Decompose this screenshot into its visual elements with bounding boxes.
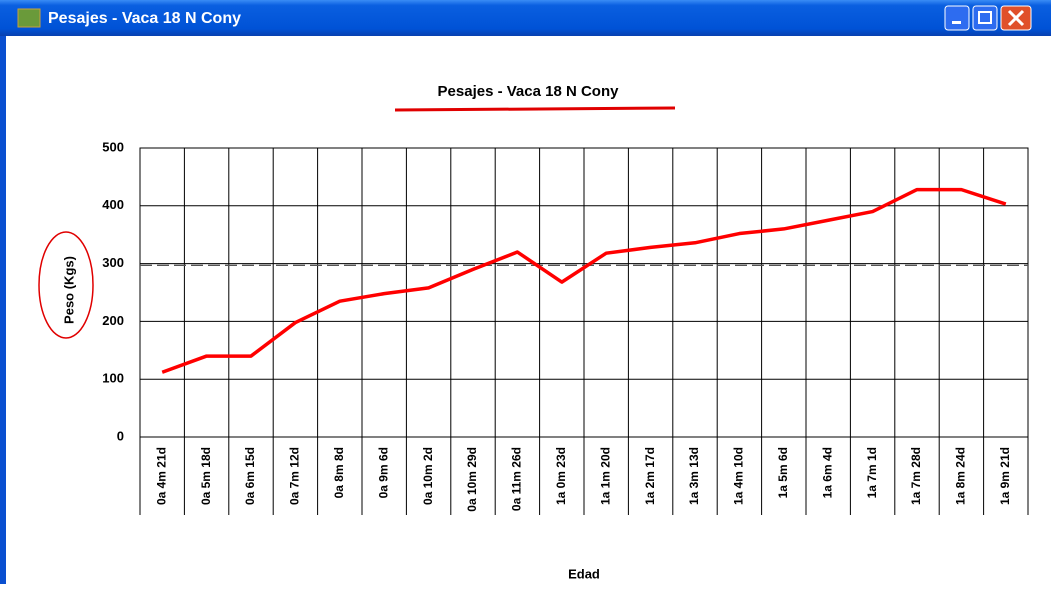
y-tick-label: 200 — [102, 313, 124, 328]
x-tick-label: 1a 9m 21d — [998, 447, 1012, 505]
title-bar — [0, 0, 1051, 36]
x-tick-label: 1a 0m 23d — [554, 447, 568, 505]
title-underline — [394, 106, 676, 112]
maximize-button[interactable] — [972, 5, 998, 31]
x-tick-label: 0a 5m 18d — [199, 447, 213, 505]
x-tick-label: 1a 7m 1d — [865, 447, 879, 498]
y-tick-label: 500 — [102, 139, 124, 154]
x-tick-label: 1a 1m 20d — [598, 447, 612, 505]
x-tick-label: 1a 6m 4d — [820, 447, 834, 498]
chart-title: Pesajes - Vaca 18 N Cony — [438, 83, 620, 100]
y-tick-label: 300 — [102, 255, 124, 270]
y-tick-label: 100 — [102, 371, 124, 386]
minimize-icon — [952, 21, 961, 24]
x-tick-label: 1a 4m 10d — [732, 447, 746, 505]
close-icon — [1007, 9, 1025, 27]
x-tick-label: 1a 5m 6d — [776, 447, 790, 498]
x-axis-label: Edad — [568, 566, 600, 581]
y-axis-label: Peso (Kgs) — [61, 256, 76, 324]
window-title: Pesajes - Vaca 18 N Cony — [48, 10, 241, 27]
x-tick-label: 1a 8m 24d — [954, 447, 968, 505]
y-tick-label: 400 — [102, 197, 124, 212]
x-tick-label: 0a 10m 2d — [421, 447, 435, 505]
x-tick-label: 1a 2m 17d — [643, 447, 657, 505]
x-tick-label: 0a 11m 26d — [510, 447, 524, 511]
x-tick-label: 0a 7m 12d — [288, 447, 302, 505]
data-line — [161, 187, 1007, 374]
x-tick-label: 0a 8m 8d — [332, 447, 346, 498]
plot: 0 100 200 300 400 500 0a 4m 21d 0a 5m 18d 0a 6m … — [102, 139, 1029, 515]
x-tick-label: 0a 4m 21d — [154, 447, 168, 505]
x-tick-label: 1a 7m 28d — [909, 447, 923, 505]
x-tick-label: 0a 10m 29d — [465, 447, 479, 512]
app-icon — [17, 8, 41, 28]
y-tick-label: 0 — [117, 428, 124, 443]
x-tick-label: 1a 3m 13d — [687, 447, 701, 505]
x-tick-label: 0a 9m 6d — [376, 447, 390, 498]
highlight-ellipse — [38, 231, 94, 339]
maximize-icon — [978, 11, 992, 24]
minimize-button[interactable] — [944, 5, 970, 31]
window-border — [0, 36, 6, 584]
x-tick-label: 0a 6m 15d — [243, 447, 257, 505]
